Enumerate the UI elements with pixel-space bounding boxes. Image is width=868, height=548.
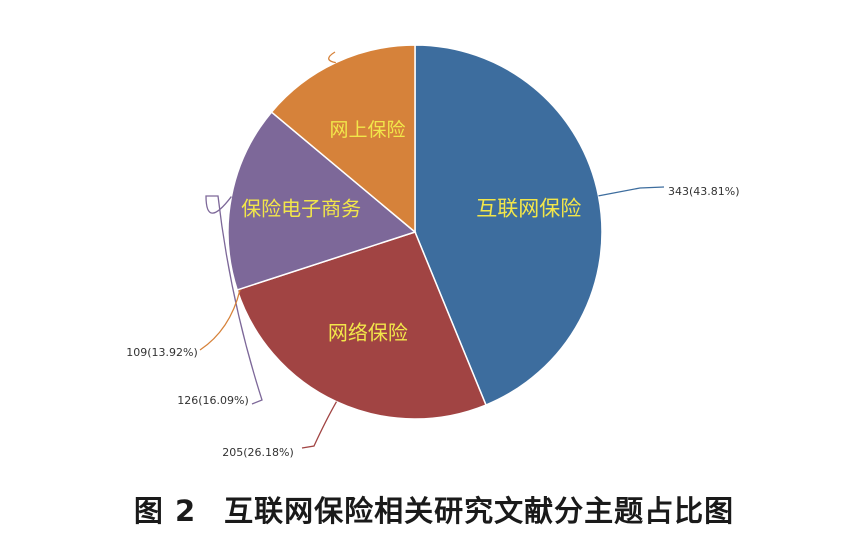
leader-line (301, 401, 338, 449)
slice-label: 网络保险 (328, 320, 408, 344)
leader-line (598, 186, 665, 197)
pie-slices (227, 44, 603, 420)
pie-slice (236, 231, 487, 420)
figure-number: 图 2 (133, 494, 197, 528)
figure-caption: 图 2 互联网保险相关研究文献分主题占比图 (0, 488, 868, 530)
leader-lines (199, 51, 665, 449)
pie-slice (270, 44, 416, 234)
data-label: 343(43.81%) (668, 185, 740, 198)
slice-label: 互联网保险 (476, 197, 581, 221)
data-label: 126(16.09%) (177, 394, 249, 407)
figure-title: 互联网保险相关研究文献分主题占比图 (224, 494, 735, 528)
slice-label: 保险电子商务 (241, 197, 361, 221)
leader-line (199, 51, 336, 351)
leader-line (205, 195, 263, 405)
data-labels: 343(43.81%) 205(26.18%) 126(16.09%) 109(13.… (126, 185, 739, 459)
pie-slice (227, 111, 417, 291)
data-label: 109(13.92%) (126, 346, 198, 359)
data-label: 205(26.18%) (222, 446, 294, 459)
slice-label: 网上保险 (329, 119, 405, 141)
